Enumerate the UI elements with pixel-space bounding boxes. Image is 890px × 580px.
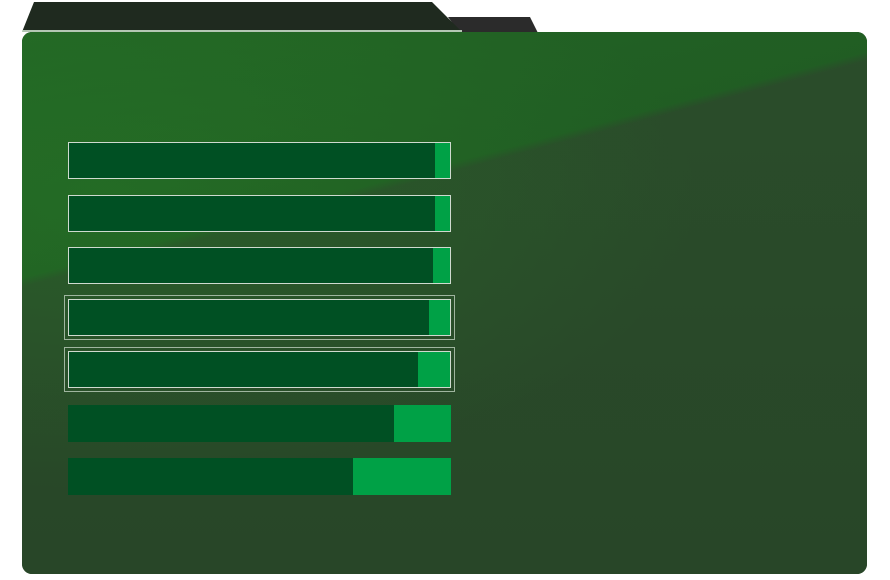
progress-bar-fill	[434, 196, 450, 231]
progress-bar-fill	[417, 352, 450, 387]
progress-bar-fill	[434, 143, 450, 178]
folder-tab-active[interactable]	[22, 2, 462, 32]
folder-tab-secondary[interactable]	[448, 17, 538, 33]
progress-bar	[68, 405, 451, 442]
progress-bar	[68, 195, 451, 232]
progress-bar	[64, 295, 455, 340]
progress-bar	[68, 142, 451, 179]
progress-bar	[68, 458, 451, 495]
progress-bar	[68, 247, 451, 284]
progress-bar	[64, 347, 455, 392]
tab-highlight-line	[22, 30, 462, 32]
progress-bar-fill	[429, 300, 450, 335]
progress-bar-fill	[432, 248, 450, 283]
progress-bar-fill	[353, 458, 451, 495]
progress-bar-fill	[393, 405, 451, 442]
